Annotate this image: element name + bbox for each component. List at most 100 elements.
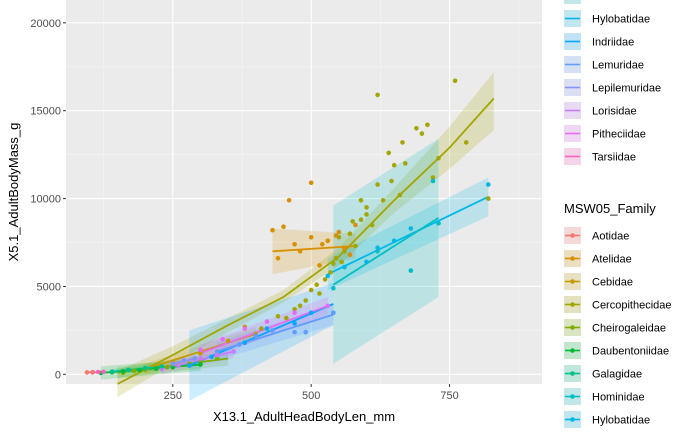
legend-label: Aotidae (592, 231, 629, 243)
legend-label: Galagidae (592, 369, 642, 381)
confidence-band (189, 282, 334, 401)
data-point (314, 282, 320, 288)
data-point (430, 175, 436, 180)
data-point (198, 347, 203, 353)
data-point (286, 198, 292, 203)
y-tick-label: 0 (55, 369, 61, 381)
data-point (270, 227, 275, 233)
data-point (317, 291, 322, 296)
data-point (109, 369, 115, 375)
data-point (259, 326, 264, 331)
data-point (308, 180, 314, 186)
data-point (486, 182, 491, 187)
legend-label: Hominidae (592, 392, 645, 404)
data-point (325, 303, 331, 309)
data-point (95, 369, 101, 375)
data-point (463, 140, 469, 145)
legend-label: Indriidae (592, 37, 634, 49)
fit-line (117, 97, 495, 385)
y-tick-label: 20000 (30, 18, 61, 30)
data-point (126, 367, 131, 373)
legend-label: Lorisidae (592, 106, 637, 118)
data-point (350, 219, 356, 224)
data-point (325, 238, 331, 244)
data-point (436, 155, 441, 161)
legend-label: Lemuridae (592, 60, 644, 72)
data-point (270, 328, 275, 333)
data-point (436, 220, 441, 226)
data-point (220, 336, 225, 342)
data-point (353, 222, 358, 228)
data-point (331, 285, 336, 291)
data-point (342, 264, 347, 270)
legend-label: Pitheciidae (592, 129, 646, 141)
fit-line (332, 217, 439, 286)
data-point (187, 363, 192, 368)
data-point (308, 235, 314, 240)
data-point (331, 261, 336, 266)
y-tick-label: 5000 (37, 281, 61, 293)
data-point (397, 192, 403, 198)
data-point (176, 363, 181, 368)
y-axis-title: X5.1_AdultBodyMass_g (6, 123, 21, 262)
data-point (364, 205, 369, 210)
fit-line (200, 304, 329, 355)
x-tick-label: 750 (440, 390, 458, 402)
data-point (325, 273, 331, 279)
legend-label: Hylobatidae (592, 415, 650, 427)
legend-label: Cercopithecidae (592, 300, 672, 312)
x-tick-label: 250 (164, 390, 182, 402)
data-point (336, 229, 342, 235)
legend-key-point (570, 302, 575, 307)
data-point (120, 369, 126, 374)
data-point (214, 349, 220, 354)
data-point (353, 243, 358, 249)
x-axis-title: X13.1_AdultHeadBodyLen_mm (213, 409, 395, 424)
data-point (303, 329, 309, 335)
data-point (153, 366, 159, 372)
y-tick-label: 15000 (30, 106, 61, 118)
data-point (320, 242, 325, 247)
data-point (317, 263, 322, 268)
data-point (292, 310, 297, 316)
data-point (391, 238, 397, 244)
data-point (375, 92, 380, 98)
data-point (375, 245, 380, 251)
data-point (386, 150, 392, 156)
data-point (275, 314, 281, 319)
data-point (170, 365, 176, 370)
y-tick-label: 10000 (30, 194, 61, 206)
x-axis-ticks: 250 500 750 (164, 384, 459, 402)
data-point (264, 326, 270, 331)
data-point (281, 224, 286, 229)
data-point (333, 233, 339, 238)
data-point (400, 140, 405, 145)
data-point (284, 315, 289, 321)
data-point (331, 310, 336, 316)
data-point (198, 356, 203, 361)
legend-label: Cebidae (592, 277, 633, 289)
data-point (90, 369, 95, 375)
data-point (403, 161, 408, 166)
data-point (308, 287, 314, 293)
fit-lines (86, 97, 495, 385)
data-point (192, 356, 198, 361)
data-point (137, 367, 142, 373)
data-point (339, 259, 344, 265)
y-axis-ticks: 0 5000 10000 15000 20000 (30, 18, 66, 381)
data-point (84, 370, 90, 375)
legend-key-fill (564, 0, 581, 4)
legend-fill: Hominidae Hylobatidae Indriidae Lemuridae Le… (564, 0, 661, 165)
legend-key-point (570, 233, 575, 238)
data-point (225, 338, 231, 344)
data-point (297, 249, 303, 254)
data-point (369, 222, 375, 228)
data-point (328, 270, 333, 275)
confidence-band (272, 228, 356, 275)
data-point (347, 252, 353, 258)
data-point (181, 358, 187, 363)
x-tick-label: 500 (302, 390, 320, 402)
data-point (297, 303, 303, 309)
legend-label: Lepilemuridae (592, 83, 661, 95)
legend-label: Tarsiidae (592, 152, 636, 164)
